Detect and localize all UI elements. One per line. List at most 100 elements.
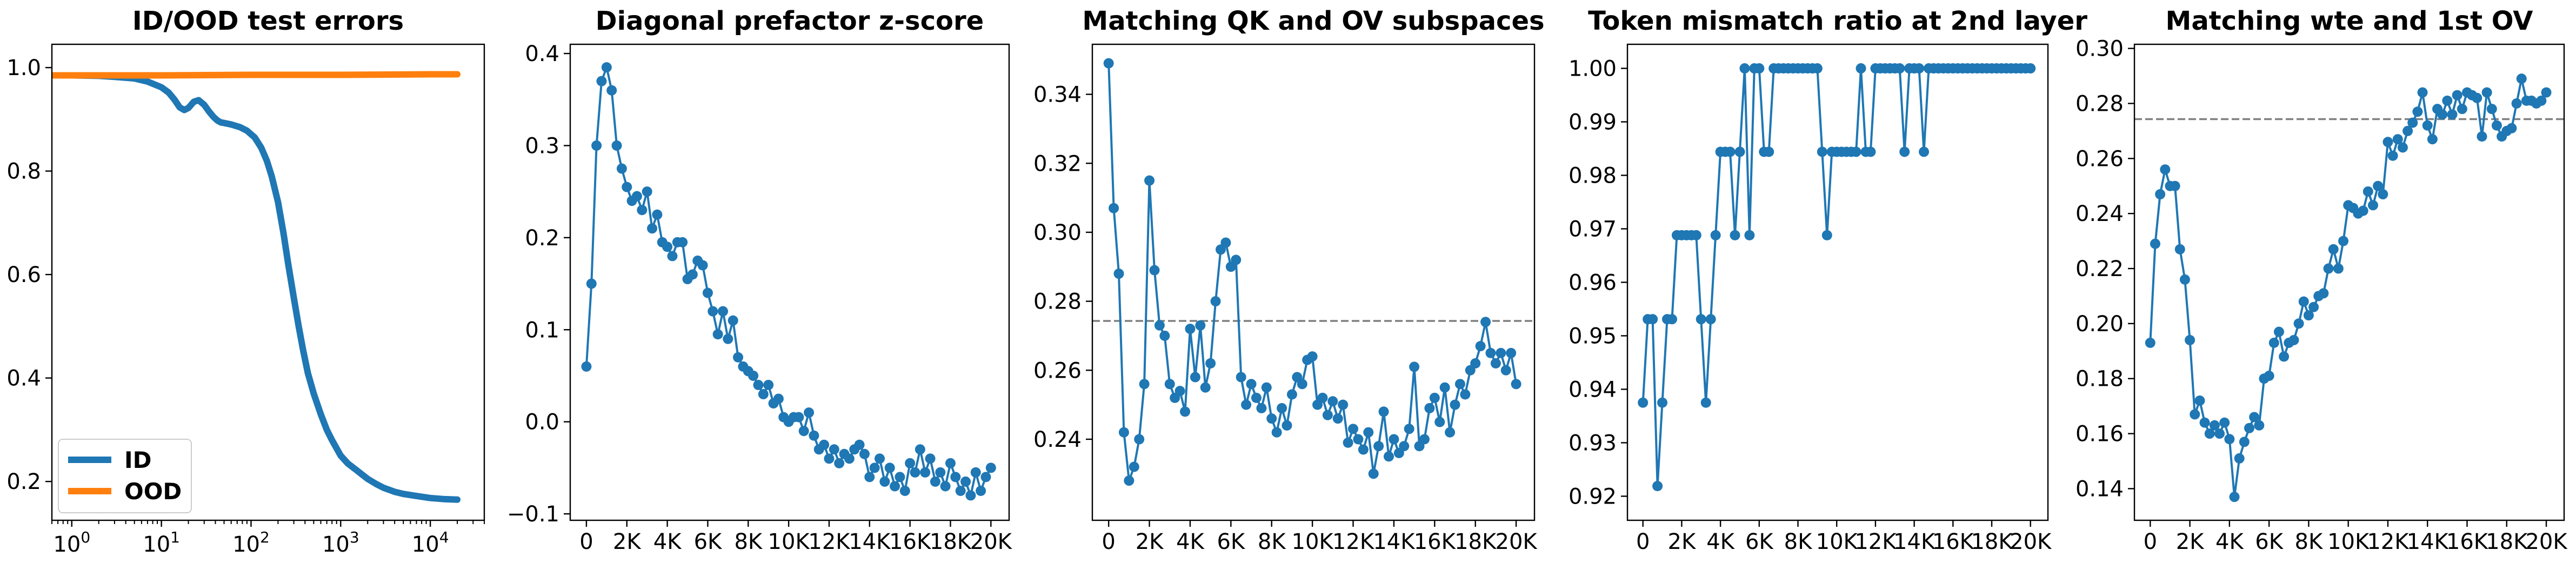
data-point bbox=[793, 412, 804, 423]
data-point bbox=[2179, 274, 2190, 285]
data-point bbox=[1261, 382, 1272, 393]
data-point bbox=[1180, 406, 1191, 417]
y-tick-label: 0.0 bbox=[525, 410, 559, 435]
data-point bbox=[1399, 441, 1410, 452]
y-tick-label: 0.2 bbox=[525, 226, 559, 251]
data-point bbox=[773, 393, 784, 404]
x-tick-label: 12K bbox=[1332, 529, 1375, 554]
data-point bbox=[748, 370, 759, 381]
data-point bbox=[631, 191, 642, 202]
data-point bbox=[1185, 324, 1196, 334]
data-point bbox=[1282, 420, 1292, 431]
data-point bbox=[1164, 379, 1175, 390]
data-point bbox=[2358, 205, 2368, 216]
data-point bbox=[2224, 434, 2235, 445]
data-point bbox=[2511, 98, 2522, 109]
data-point bbox=[763, 380, 774, 391]
data-point bbox=[1744, 230, 1755, 240]
data-point bbox=[899, 485, 910, 496]
x-tick-label: 12K bbox=[1854, 529, 1897, 554]
y-tick-label: 0.16 bbox=[2076, 422, 2124, 447]
data-point bbox=[1485, 347, 1496, 358]
data-point bbox=[1174, 386, 1185, 397]
data-point bbox=[586, 278, 597, 289]
data-point bbox=[1496, 347, 1506, 358]
data-point bbox=[1764, 146, 1774, 157]
data-point bbox=[1103, 58, 1114, 69]
y-tick-label: 0.2 bbox=[6, 470, 41, 494]
data-point bbox=[616, 163, 627, 174]
data-point bbox=[945, 458, 956, 468]
x-tick-label: 16K bbox=[1414, 529, 1457, 554]
data-point bbox=[647, 223, 658, 234]
x-tick-label: 2K bbox=[2176, 529, 2205, 554]
x-tick-label: 6K bbox=[2255, 529, 2284, 554]
data-point bbox=[1817, 146, 1827, 157]
data-point bbox=[869, 462, 880, 473]
data-point bbox=[1220, 237, 1231, 248]
data-point bbox=[1500, 365, 1511, 375]
data-point bbox=[854, 439, 865, 450]
data-point bbox=[1419, 434, 1430, 445]
data-point bbox=[606, 85, 617, 96]
y-tick-label: 0.14 bbox=[2076, 477, 2124, 501]
data-point bbox=[2244, 423, 2254, 433]
x-tick-label: 4K bbox=[1706, 529, 1735, 554]
x-tick-label: 18K bbox=[2486, 529, 2528, 554]
y-tick-label: 0.26 bbox=[1033, 358, 1082, 383]
data-point bbox=[2239, 437, 2250, 447]
data-point bbox=[1914, 63, 1925, 74]
x-tick-label: 4K bbox=[2215, 529, 2244, 554]
data-point bbox=[2145, 338, 2155, 348]
data-point bbox=[2387, 150, 2398, 161]
data-point bbox=[1134, 434, 1145, 445]
data-point bbox=[1652, 481, 1663, 492]
x-tick-label: 0 bbox=[1636, 529, 1650, 554]
data-point bbox=[1322, 410, 1333, 420]
data-point bbox=[1812, 63, 1823, 74]
x-tick-label: 10K bbox=[2327, 529, 2370, 554]
plot-area bbox=[581, 62, 996, 501]
x-tick-label: 16K bbox=[1932, 529, 1975, 554]
data-point bbox=[809, 430, 819, 441]
data-point bbox=[930, 476, 940, 487]
y-tick-label: 0.34 bbox=[1033, 83, 1082, 108]
data-point bbox=[2308, 301, 2319, 312]
data-point bbox=[970, 467, 981, 478]
data-point bbox=[1200, 382, 1211, 393]
data-point bbox=[1899, 146, 1910, 157]
data-point bbox=[611, 140, 622, 151]
data-point bbox=[2199, 417, 2210, 428]
axes-frame bbox=[1626, 43, 2049, 521]
data-point bbox=[1327, 396, 1338, 407]
x-tick-label: 8K bbox=[1784, 529, 1813, 554]
axes-frame bbox=[51, 43, 485, 521]
data-point bbox=[1506, 347, 1517, 358]
x-tick-label: 8K bbox=[734, 529, 763, 554]
data-point bbox=[925, 453, 936, 464]
data-point bbox=[890, 481, 900, 492]
data-point bbox=[1705, 314, 1716, 325]
data-point bbox=[1277, 403, 1287, 414]
data-point bbox=[2481, 87, 2492, 98]
data-point bbox=[1480, 317, 1491, 327]
data-point bbox=[1271, 427, 1282, 438]
x-tick-label: 6K bbox=[1217, 529, 1245, 554]
data-point bbox=[965, 490, 976, 501]
data-point bbox=[2333, 263, 2344, 274]
data-point bbox=[753, 380, 764, 391]
data-point bbox=[1409, 361, 1420, 372]
data-point bbox=[1195, 320, 1206, 331]
x-tick-label: 14K bbox=[1373, 529, 1416, 554]
y-tick-label: 0.22 bbox=[2076, 257, 2124, 281]
x-tick-label: 20K bbox=[970, 529, 1013, 554]
data-point bbox=[2264, 371, 2274, 381]
data-point bbox=[2338, 236, 2349, 246]
data-point bbox=[1317, 392, 1328, 403]
legend-label: ID bbox=[124, 447, 152, 473]
y-tick-label: 0.3 bbox=[525, 133, 559, 158]
data-point bbox=[687, 269, 698, 280]
chart-panel-4: Token mismatch ratio at 2nd layer 0 2K 4K 6K… bbox=[1569, 6, 2087, 554]
data-point bbox=[1894, 63, 1905, 74]
